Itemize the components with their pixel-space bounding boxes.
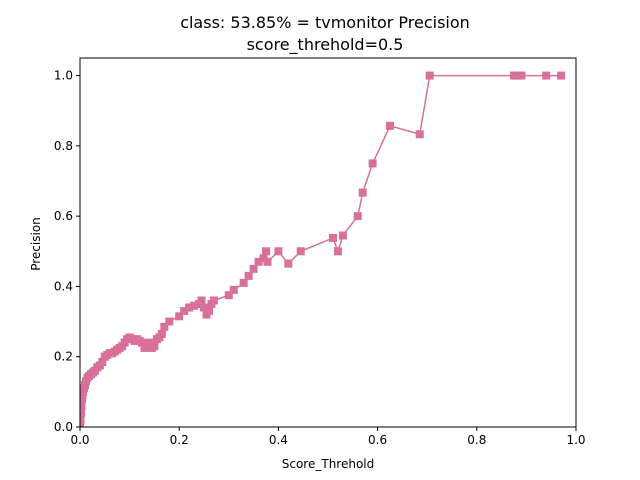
data-point-0-38 (150, 342, 159, 351)
data-point-0-66 (296, 247, 305, 256)
plot-area (80, 71, 566, 427)
data-point-0-55 (224, 291, 233, 300)
data-point-0-69 (338, 231, 347, 240)
data-point-0-58 (244, 271, 253, 280)
data-point-0-43 (165, 317, 174, 326)
x-tick-label-1: 0.2 (170, 433, 189, 447)
y-tick-label-2: 0.4 (54, 279, 73, 293)
series-group (80, 71, 566, 427)
data-point-0-60 (254, 257, 263, 266)
data-point-0-17 (98, 357, 107, 366)
y-tick-label-0: 0.0 (54, 420, 73, 434)
data-point-0-78 (517, 71, 526, 80)
data-point-0-49 (197, 296, 206, 305)
x-axis-label: Score_Threhold (282, 457, 375, 471)
data-point-0-2 (80, 408, 85, 417)
data-point-0-41 (157, 329, 166, 338)
data-point-0-70 (353, 212, 362, 221)
data-point-0-72 (368, 159, 377, 168)
y-tick-label-5: 1.0 (54, 69, 73, 83)
chart-title-line2: score_threhold=0.5 (247, 35, 404, 55)
chart-title-line1: class: 53.85% = tvmonitor Precision (180, 13, 470, 32)
data-point-0-71 (358, 188, 367, 197)
data-point-0-68 (333, 247, 342, 256)
y-tick-label-4: 0.8 (54, 139, 73, 153)
data-point-0-44 (175, 312, 184, 321)
x-tick-label-4: 0.8 (467, 433, 486, 447)
data-point-0-74 (415, 130, 424, 139)
data-point-0-67 (328, 233, 337, 242)
data-point-0-57 (239, 278, 248, 287)
data-point-0-64 (274, 247, 283, 256)
y-tick-label-1: 0.2 (54, 350, 73, 364)
data-point-0-46 (185, 303, 194, 312)
data-point-0-45 (180, 307, 189, 316)
data-point-0-80 (557, 71, 566, 80)
y-tick-label-3: 0.6 (54, 209, 73, 223)
data-point-0-62 (262, 247, 270, 256)
data-point-0-47 (190, 301, 199, 310)
data-point-0-33 (138, 338, 146, 347)
data-point-0-73 (386, 121, 394, 130)
data-point-0-50 (200, 303, 208, 312)
axes-frame (79, 57, 577, 428)
data-point-0-79 (542, 71, 551, 80)
data-point-0-1 (80, 415, 85, 424)
x-tick-label-3: 0.6 (368, 433, 387, 447)
data-point-0-56 (229, 285, 238, 294)
data-point-0-65 (284, 259, 293, 268)
data-point-0-63 (263, 257, 272, 266)
data-point-0-52 (204, 307, 213, 316)
data-point-0-42 (160, 322, 169, 331)
data-point-0-59 (249, 264, 258, 273)
x-tick-label-0: 0.0 (70, 433, 89, 447)
data-point-0-36 (145, 338, 154, 347)
data-point-0-0 (80, 423, 84, 427)
axes: 0.0 0.2 0.4 0.6 0.8 1.0 0.0 0.2 0.4 0.6 0.8 1.0 (54, 57, 586, 447)
x-tick-label-5: 1.0 (566, 433, 585, 447)
x-tick-label-2: 0.4 (269, 433, 288, 447)
y-axis-label: Precision (29, 217, 43, 271)
data-point-0-3 (80, 401, 86, 410)
data-point-0-76 (510, 71, 518, 80)
data-point-0-54 (209, 296, 218, 305)
data-point-0-75 (425, 71, 434, 80)
